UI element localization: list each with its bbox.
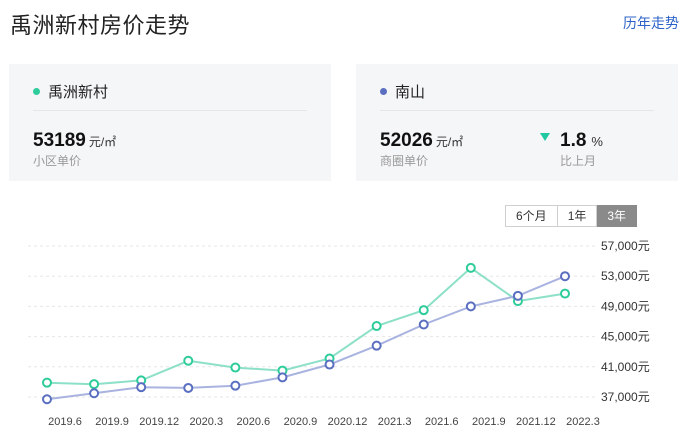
x-tick-label: 2021.9 [472, 416, 506, 428]
series-point-1[interactable] [560, 271, 570, 282]
series-point-0[interactable] [89, 379, 100, 390]
chart-y-ticks: 57,000元 53,000元 49,000元 45,000元 41,000元 37,00… [601, 239, 650, 404]
series-point-1[interactable] [465, 301, 476, 312]
month-change-unit: % [591, 133, 603, 149]
y-tick-label: 57,000元 [601, 239, 650, 253]
community-price-label: 小区单价 [33, 154, 82, 168]
district-price-label: 商圈单价 [380, 154, 429, 168]
card-divider [380, 110, 654, 111]
price-trend-chart: 57,000元 53,000元 49,000元 45,000元 41,000元 37,00… [28, 239, 650, 428]
series-point-0[interactable] [371, 321, 382, 332]
chart-series-lines [46, 266, 566, 401]
chart-series-points [42, 262, 570, 405]
community-name: 禹洲新村 [48, 84, 109, 101]
y-tick-label: 41,000元 [601, 360, 650, 374]
series-line-1 [46, 275, 566, 401]
district-legend-dot [380, 88, 387, 95]
series-point-1[interactable] [136, 382, 147, 393]
district-price: 52026 元/㎡ [380, 130, 463, 152]
series-point-1[interactable] [324, 359, 335, 370]
range-tab-3-years[interactable]: 3年 [597, 205, 638, 227]
x-tick-label: 2020.3 [189, 416, 223, 428]
district-name-row: 南山 [380, 81, 425, 102]
time-range-tabs: 6个月 1年 3年 [505, 205, 638, 227]
x-tick-label: 2021.12 [516, 416, 556, 428]
series-point-1[interactable] [89, 388, 100, 399]
y-tick-label: 53,000元 [601, 269, 650, 283]
community-price-value: 53189 [33, 130, 86, 151]
chart-gridlines [28, 245, 598, 398]
community-name-row: 禹洲新村 [33, 81, 108, 102]
x-tick-label: 2021.6 [425, 416, 459, 428]
series-point-0[interactable] [183, 355, 194, 366]
district-price-unit: 元/㎡ [435, 135, 464, 149]
x-tick-label: 2020.12 [328, 416, 368, 428]
page-title: 禹洲新村房价走势 [10, 13, 191, 38]
district-price-card: 南山 52026 元/㎡ 商圈单价 1.8% 比上月 [356, 64, 678, 181]
series-point-0[interactable] [560, 288, 570, 299]
community-legend-dot [33, 88, 40, 95]
range-tab-1-year[interactable]: 1年 [557, 205, 598, 227]
x-tick-label: 2019.6 [48, 416, 82, 428]
x-tick-label: 2019.12 [139, 416, 179, 428]
series-point-1[interactable] [230, 380, 241, 391]
chart-x-ticks: 2019.6 2019.9 2019.12 2020.3 2020.6 2020.9 202… [48, 416, 600, 428]
community-price-unit: 元/㎡ [88, 135, 117, 149]
series-point-1[interactable] [371, 340, 382, 351]
x-tick-label: 2021.3 [378, 416, 412, 428]
y-tick-label: 37,000元 [601, 390, 650, 404]
history-trend-link[interactable]: 历年走势 [623, 15, 679, 31]
month-change-value: 1.8 [560, 130, 587, 151]
month-change: 1.8% [540, 130, 603, 152]
community-price: 53189 元/㎡ [33, 130, 116, 152]
x-tick-label: 2020.6 [237, 416, 271, 428]
card-divider [33, 110, 307, 111]
down-arrow-icon [540, 133, 550, 141]
x-tick-label: 2020.9 [284, 416, 318, 428]
community-price-card: 禹洲新村 53189 元/㎡ 小区单价 [9, 64, 331, 181]
series-line-0 [46, 266, 566, 386]
x-tick-label: 2022.3 [566, 416, 600, 428]
series-point-1[interactable] [277, 372, 288, 383]
series-point-0[interactable] [465, 262, 476, 273]
y-tick-label: 45,000元 [601, 330, 650, 344]
series-point-0[interactable] [230, 362, 241, 373]
range-tab-6-months[interactable]: 6个月 [505, 205, 558, 227]
series-point-0[interactable] [418, 305, 429, 316]
series-point-1[interactable] [183, 382, 194, 393]
series-point-1[interactable] [42, 394, 52, 405]
x-tick-label: 2019.9 [95, 416, 129, 428]
month-change-label: 比上月 [560, 154, 597, 168]
series-point-1[interactable] [418, 319, 429, 330]
series-point-1[interactable] [512, 290, 523, 301]
series-point-0[interactable] [42, 377, 52, 388]
y-tick-label: 49,000元 [601, 299, 650, 313]
district-price-value: 52026 [380, 130, 433, 151]
district-name: 南山 [395, 84, 426, 101]
